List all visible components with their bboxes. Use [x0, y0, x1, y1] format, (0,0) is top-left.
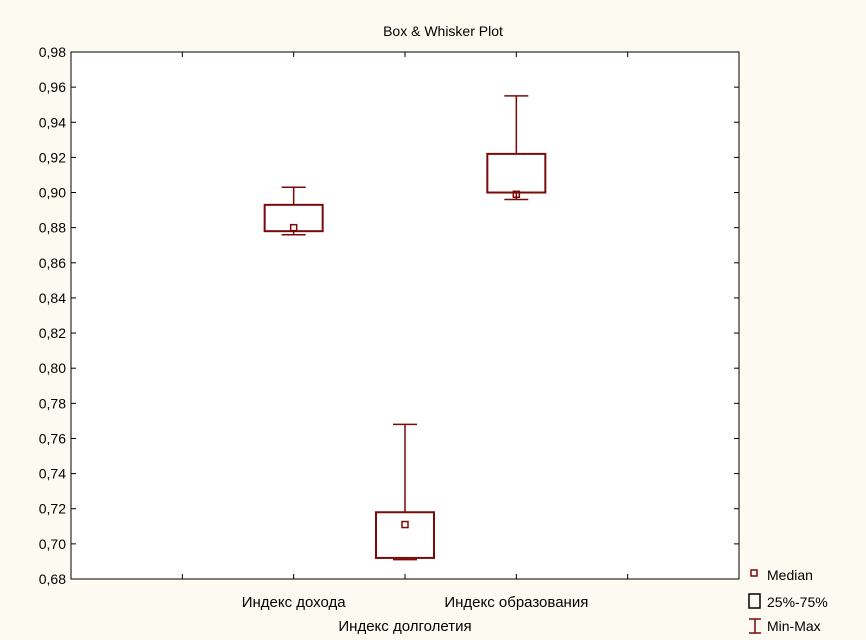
y-tick-label: 0,78	[39, 395, 66, 411]
y-tick-label: 0,96	[39, 79, 66, 95]
legend-box-marker	[748, 593, 761, 609]
legend-median-marker	[750, 569, 758, 577]
x-tick-label: Индекс образования	[444, 594, 588, 611]
y-tick-label: 0,72	[39, 501, 66, 517]
median-marker	[512, 190, 521, 199]
box-group	[263, 186, 324, 236]
median-marker	[401, 520, 409, 529]
box-group	[486, 95, 547, 201]
legend: Median 25%-75% Min-Max	[748, 567, 828, 634]
median-marker	[289, 223, 298, 232]
x-tick-label: Индекс долголетия	[338, 618, 471, 635]
iqr-box	[375, 511, 435, 559]
x-tick-label: Индекс дохода	[242, 594, 347, 611]
y-tick-label: 0,98	[39, 44, 66, 60]
y-tick-label: 0,80	[39, 360, 66, 376]
y-tick-label: 0,68	[39, 571, 66, 587]
boxes	[263, 95, 547, 561]
y-tick-label: 0,90	[39, 185, 66, 201]
y-tick-label: 0,88	[39, 220, 66, 236]
legend-whisker-label: Min-Max	[767, 618, 821, 634]
y-tick-label: 0,76	[39, 430, 66, 446]
x-axis: Индекс дохода Индекс долголетия Индекс обр…	[181, 52, 629, 635]
legend-median-label: Median	[767, 567, 813, 583]
y-tick-label: 0,74	[39, 466, 66, 482]
y-tick-label: 0,92	[39, 149, 66, 165]
legend-box-label: 25%-75%	[767, 594, 828, 610]
y-tick-label: 0,94	[39, 114, 66, 130]
y-tick-label: 0,86	[39, 255, 66, 271]
y-axis: 0,68 0,70 0,72 0,74 0,76 0,78 0,80 0,82 0,84 0,86…	[39, 44, 739, 587]
box-group	[375, 423, 435, 561]
iqr-box	[486, 152, 547, 194]
y-tick-label: 0,70	[39, 536, 66, 552]
y-tick-label: 0,84	[39, 290, 66, 306]
y-tick-label: 0,82	[39, 325, 66, 341]
chart-title: Box & Whisker Plot	[383, 23, 503, 39]
